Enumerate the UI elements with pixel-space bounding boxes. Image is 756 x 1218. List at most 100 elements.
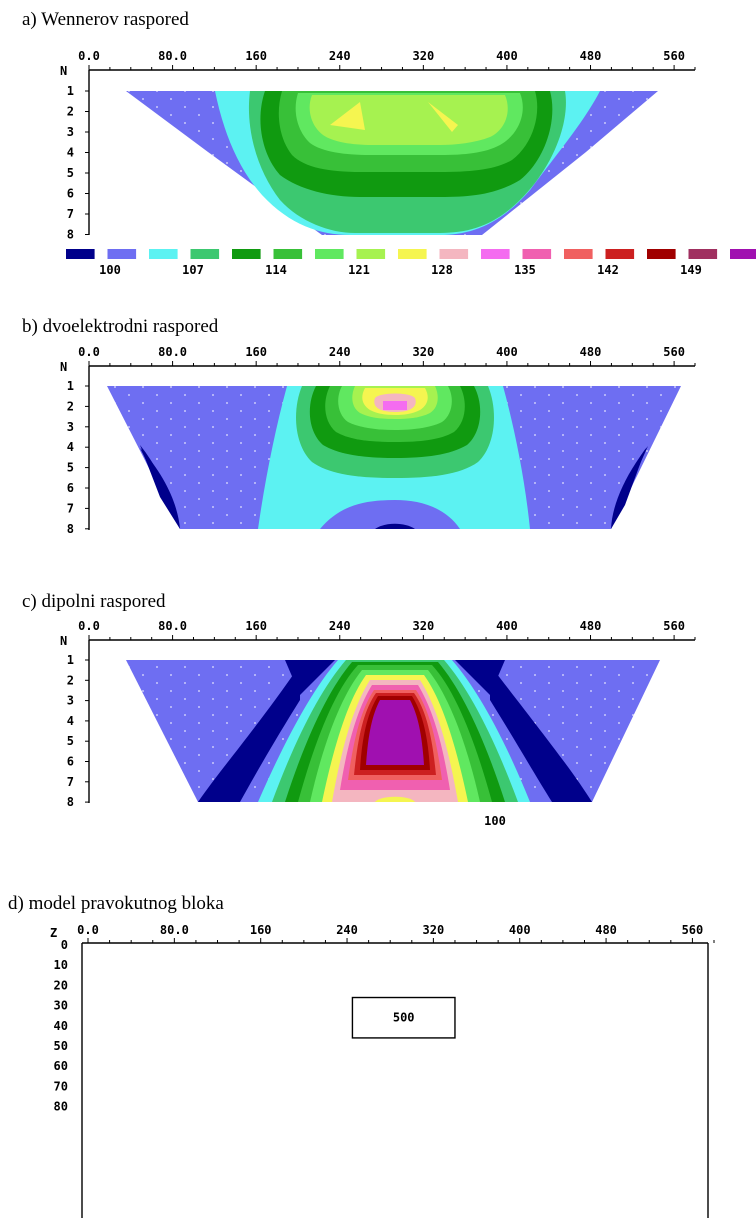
panel-a-y-tick-label: 3 bbox=[67, 125, 74, 139]
panel-d-y-tick-label: 80 bbox=[54, 1100, 68, 1114]
panel-b-y-label: N bbox=[60, 360, 67, 374]
panel-d-x-tick-label: 80.0 bbox=[160, 923, 189, 937]
panel-d-y-tick-label: 30 bbox=[54, 999, 68, 1013]
panel-d-y-tick-label: 60 bbox=[54, 1059, 68, 1073]
panel-d-block-label: 500 bbox=[393, 1011, 415, 1025]
color-scale-swatch bbox=[481, 249, 510, 259]
panel-d: d) model pravokutnog bloka 0.0 80.0 160 240… bbox=[8, 814, 715, 1218]
panel-c-x-tick-label: 80.0 bbox=[158, 619, 187, 633]
color-scale-label: 100 bbox=[99, 263, 121, 277]
panel-b-x-tick-label: 160 bbox=[245, 345, 267, 359]
panel-c-y-tick-label: 8 bbox=[67, 795, 74, 809]
panel-d-y-tick-label: 20 bbox=[54, 978, 68, 992]
panel-d-y-axis: Z 0 10 20 30 40 50 60 70 80 bbox=[50, 926, 68, 1114]
panel-a-x-tick-label: 240 bbox=[329, 49, 351, 63]
panel-b-y-axis: N 1 2 3 4 5 6 7 8 bbox=[60, 360, 89, 536]
panel-a-title: a) Wennerov raspored bbox=[22, 9, 189, 30]
color-scale-swatch bbox=[356, 249, 386, 259]
color-scale-swatch bbox=[315, 249, 344, 259]
panel-a-x-tick-label: 320 bbox=[413, 49, 435, 63]
color-scale-swatch bbox=[107, 249, 137, 259]
panel-c-contours bbox=[126, 660, 660, 802]
panel-c-y-tick-label: 4 bbox=[67, 714, 74, 728]
panel-d-y-tick-label: 70 bbox=[54, 1079, 68, 1093]
color-scale-swatch bbox=[647, 249, 676, 259]
panel-a-x-tick-label: 0.0 bbox=[78, 49, 100, 63]
panel-c-x-tick-label: 160 bbox=[245, 619, 267, 633]
color-scale-swatch bbox=[439, 249, 469, 259]
panel-a-x-axis: 0.0 80.0 160 240 320 400 480 560 bbox=[78, 49, 696, 235]
panel-d-x-tick-label: 240 bbox=[336, 923, 358, 937]
color-scale-swatch bbox=[190, 249, 220, 259]
color-scale-label: 114 bbox=[265, 263, 287, 277]
color-scale-label: 135 bbox=[514, 263, 536, 277]
color-scale-swatch bbox=[688, 249, 718, 259]
panel-a-x-tick-label: 160 bbox=[245, 49, 267, 63]
panel-d-y-label: Z bbox=[50, 926, 57, 940]
panel-a-contours bbox=[126, 91, 658, 235]
panel-b-x-tick-label: 80.0 bbox=[158, 345, 187, 359]
panel-b-y-tick-label: 1 bbox=[67, 379, 74, 393]
panel-a-y-tick-label: 8 bbox=[67, 228, 74, 242]
color-scale-swatch bbox=[149, 249, 178, 259]
panel-b-y-tick-label: 6 bbox=[67, 481, 74, 495]
panel-c-y-tick-label: 1 bbox=[67, 653, 74, 667]
panel-c-x-tick-label: 560 bbox=[663, 619, 685, 633]
panel-b: b) dvoelektrodni raspored 0.0 80.0 160 240 3… bbox=[22, 316, 696, 536]
panel-a-y-tick-label: 4 bbox=[67, 146, 74, 160]
panel-d-y-tick-label: 40 bbox=[54, 1019, 68, 1033]
panel-d-y-tick-label: 10 bbox=[54, 958, 68, 972]
panel-c-y-tick-label: 3 bbox=[67, 694, 74, 708]
panel-d-y-tick-label: 50 bbox=[54, 1039, 68, 1053]
color-scale-swatch bbox=[605, 249, 635, 259]
panel-b-y-tick-label: 2 bbox=[67, 399, 74, 413]
panel-d-x-tick-label: 480 bbox=[595, 923, 617, 937]
panel-d-x-tick-label: 320 bbox=[423, 923, 445, 937]
panel-d-x-tick-label: 560 bbox=[682, 923, 704, 937]
panel-c-y-tick-label: 2 bbox=[67, 673, 74, 687]
panel-d-x-tick-label: 160 bbox=[250, 923, 272, 937]
color-scale-swatch bbox=[564, 249, 593, 259]
panel-a-y-tick-label: 6 bbox=[67, 187, 74, 201]
panel-b-title: b) dvoelektrodni raspored bbox=[22, 316, 219, 337]
panel-b-y-tick-label: 4 bbox=[67, 440, 74, 454]
panel-c-x-tick-label: 240 bbox=[329, 619, 351, 633]
panel-c-title: c) dipolni raspored bbox=[22, 591, 166, 612]
panel-a-x-tick-label: 400 bbox=[496, 49, 518, 63]
color-scale-swatch bbox=[398, 249, 427, 259]
panel-a-x-tick-label: 560 bbox=[663, 49, 685, 63]
panel-b-x-tick-label: 0.0 bbox=[78, 345, 100, 359]
panel-c: c) dipolni raspored 0.0 80.0 160 240 320 400 4… bbox=[22, 591, 696, 809]
color-scale-swatch bbox=[730, 249, 756, 259]
panel-a-y-tick-label: 1 bbox=[67, 84, 74, 98]
panel-c-x-tick-label: 320 bbox=[413, 619, 435, 633]
color-scale-label: 121 bbox=[348, 263, 370, 277]
panel-b-y-tick-label: 5 bbox=[67, 461, 74, 475]
color-scale-swatch bbox=[232, 249, 261, 259]
panel-c-y-tick-label: 6 bbox=[67, 755, 74, 769]
panel-b-y-tick-label: 8 bbox=[67, 522, 74, 536]
panel-c-x-tick-label: 400 bbox=[496, 619, 518, 633]
color-scale-label: 149 bbox=[680, 263, 702, 277]
panel-c-y-tick-label: 7 bbox=[67, 775, 74, 789]
panel-b-x-tick-label: 240 bbox=[329, 345, 351, 359]
panel-b-x-tick-label: 480 bbox=[580, 345, 602, 359]
panel-d-background-label: 100 bbox=[484, 814, 506, 828]
panel-c-x-tick-label: 480 bbox=[580, 619, 602, 633]
panel-c-y-label: N bbox=[60, 634, 67, 648]
panel-c-x-tick-label: 0.0 bbox=[78, 619, 100, 633]
panel-b-x-tick-label: 560 bbox=[663, 345, 685, 359]
panel-a-y-label: N bbox=[60, 64, 67, 78]
panel-d-x-axis: 0.0 80.0 160 240 320 400 480 560 bbox=[77, 923, 715, 944]
panel-b-y-tick-label: 3 bbox=[67, 420, 74, 434]
panel-a: a) Wennerov raspored 0.0 80.0 160 240 320 400… bbox=[22, 9, 756, 277]
panel-b-x-tick-label: 320 bbox=[413, 345, 435, 359]
color-scale-label: 142 bbox=[597, 263, 619, 277]
panel-d-block bbox=[351, 996, 456, 1039]
panel-c-x-axis: 0.0 80.0 160 240 320 400 480 560 bbox=[78, 619, 696, 803]
panel-a-x-tick-label: 480 bbox=[580, 49, 602, 63]
panel-d-y-tick-label: 0 bbox=[61, 938, 68, 952]
panel-a-x-tick-label: 80.0 bbox=[158, 49, 187, 63]
color-scale-swatch bbox=[273, 249, 303, 259]
